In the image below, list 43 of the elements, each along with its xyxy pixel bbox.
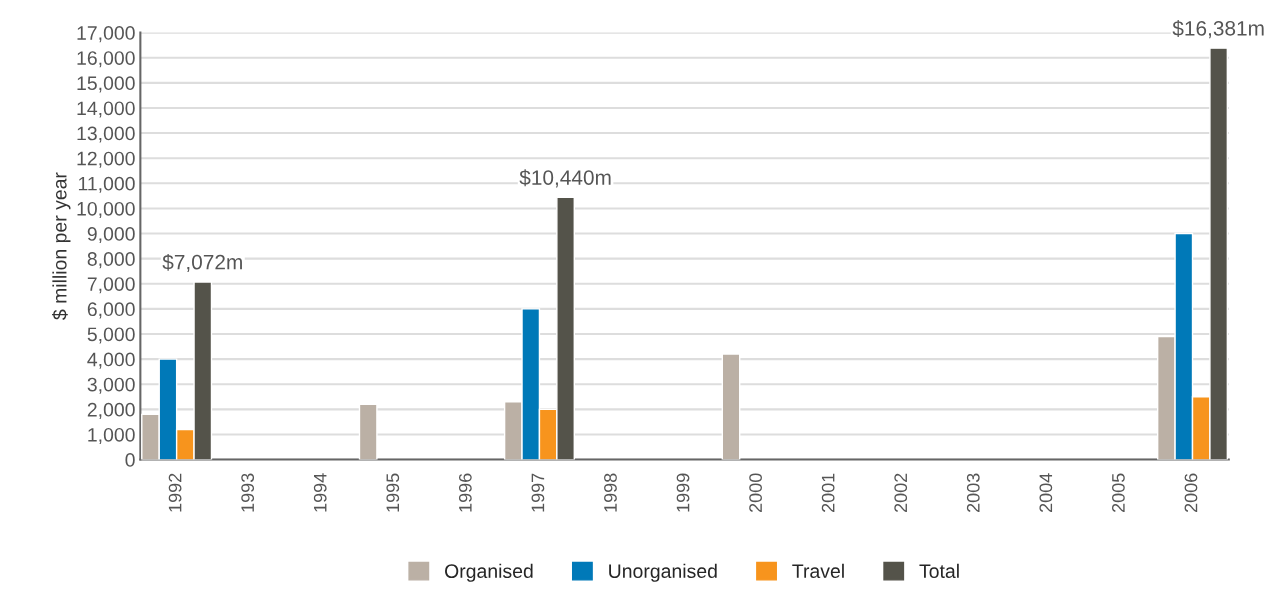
- y-tick-label: 15,000: [77, 76, 135, 93]
- legend-label: Unorganised: [609, 563, 717, 582]
- x-tick-label: 1999: [676, 473, 690, 512]
- x-tick-label: 1996: [458, 473, 472, 512]
- y-tick-label: 1,000: [88, 427, 135, 444]
- x-tick-label: 2000: [749, 473, 762, 513]
- legend-label: Organised: [445, 563, 533, 582]
- y-tick-label: 2,000: [87, 402, 135, 419]
- legend-label: Travel: [792, 563, 844, 579]
- data-label: $16,381m: [1172, 20, 1264, 39]
- y-tick-label: 3,000: [87, 377, 135, 394]
- y-tick-label: 16,000: [77, 51, 135, 68]
- x-tick-label: 1995: [386, 473, 400, 512]
- y-tick-label: 17,000: [77, 26, 135, 43]
- y-tick-label: 11,000: [78, 176, 135, 193]
- y-axis-title: $ million per year: [52, 172, 71, 320]
- x-tick-label: 1993: [241, 473, 255, 512]
- data-label: $10,440m: [519, 169, 611, 188]
- y-tick-label: 4,000: [87, 352, 135, 369]
- y-tick-label: 14,000: [77, 101, 135, 118]
- y-tick-label: 6,000: [87, 302, 135, 319]
- x-tick-label: 2004: [1039, 473, 1053, 513]
- x-tick-label: 1998: [604, 473, 617, 512]
- data-label: $7,072m: [162, 253, 242, 272]
- y-tick-label: 13,000: [77, 126, 135, 143]
- y-tick-label: 10,000: [77, 201, 135, 218]
- y-tick-label: 8,000: [87, 252, 135, 269]
- x-tick-label: 2002: [894, 473, 908, 513]
- y-tick-label: 5,000: [87, 327, 135, 344]
- legend-label: Total: [919, 563, 959, 579]
- x-tick-label: 2005: [1112, 473, 1125, 513]
- x-tick-label: 1994: [313, 473, 327, 512]
- x-tick-label: 1992: [168, 473, 182, 512]
- bar: [721, 353, 741, 460]
- x-tick-label: 2001: [821, 473, 835, 513]
- y-tick-label: 9,000: [87, 227, 135, 244]
- x-tick-label: 2006: [1184, 473, 1198, 513]
- y-tick-label: 12,000: [77, 151, 135, 168]
- y-tick-label: 7,000: [87, 277, 135, 294]
- x-tick-label: 2003: [966, 473, 980, 513]
- x-tick-label: 1997: [531, 473, 545, 512]
- bar: [358, 403, 378, 460]
- y-tick-label: 0: [125, 453, 135, 467]
